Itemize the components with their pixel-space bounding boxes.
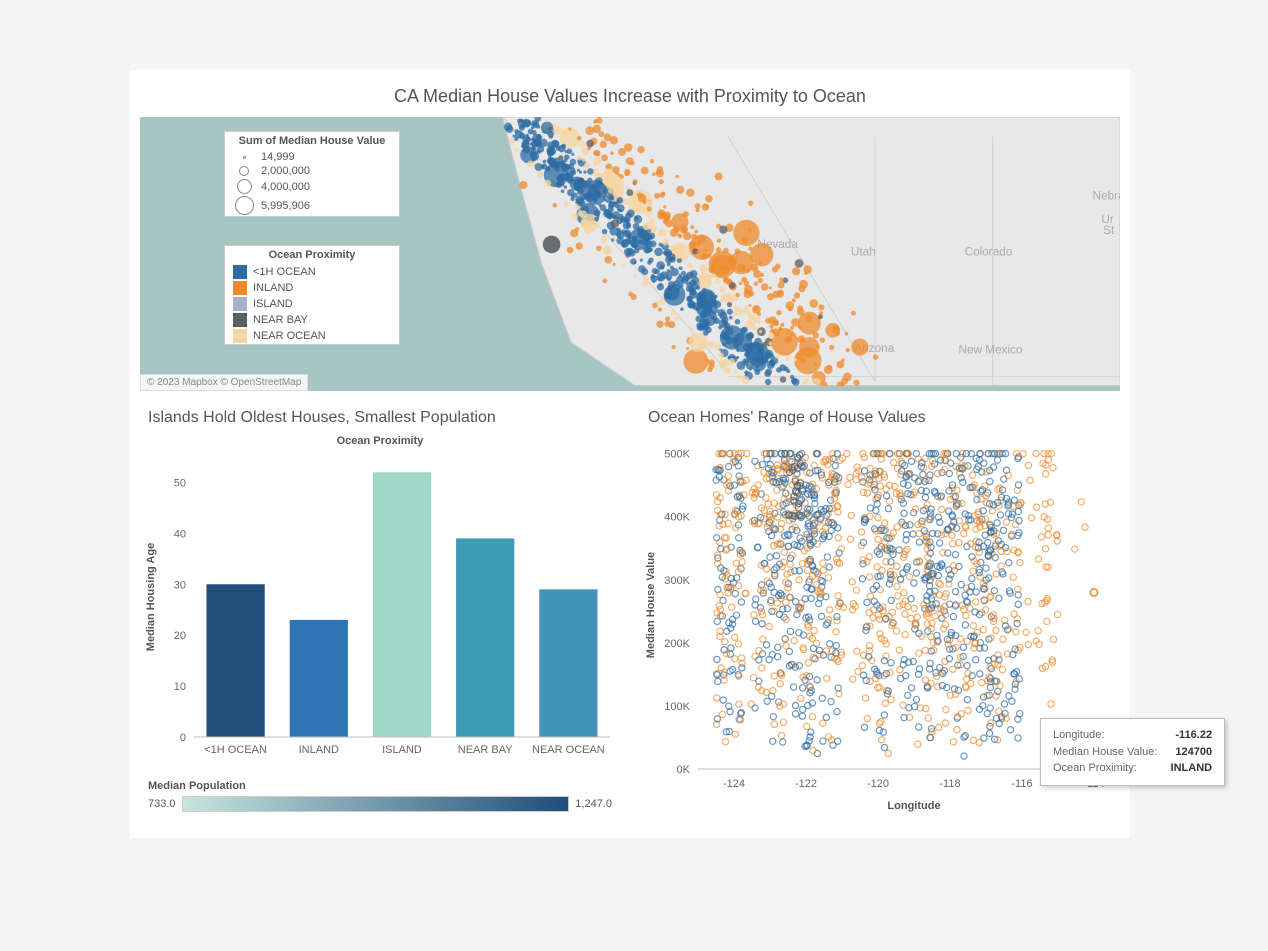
svg-text:300K: 300K <box>664 575 690 587</box>
svg-text:Median Housing Age: Median Housing Age <box>145 543 157 651</box>
svg-text:500K: 500K <box>664 449 690 461</box>
dashboard-title: CA Median House Values Increase with Pro… <box>140 80 1120 117</box>
svg-text:0: 0 <box>180 732 186 744</box>
svg-text:Colorado: Colorado <box>965 245 1013 258</box>
svg-text:NEAR BAY: NEAR BAY <box>458 744 513 756</box>
scatter-title: Ocean Homes' Range of House Values <box>640 405 1140 435</box>
svg-text:-124: -124 <box>723 778 745 790</box>
bar-chart-title: Islands Hold Oldest Houses, Smallest Pop… <box>140 405 620 435</box>
color-legend-row[interactable]: NEAR OCEAN <box>225 328 399 344</box>
tooltip-row: Ocean Proximity:INLAND <box>1053 760 1212 777</box>
bar-chart-subhead: Ocean Proximity <box>140 435 620 447</box>
map-attribution: © 2023 Mapbox © OpenStreetMap <box>140 374 308 391</box>
svg-text:200K: 200K <box>664 638 690 650</box>
pop-legend-title: Median Population <box>148 780 612 792</box>
color-legend-row[interactable]: INLAND <box>225 280 399 296</box>
svg-text:NEAR OCEAN: NEAR OCEAN <box>532 744 605 756</box>
bar-chart-panel: Islands Hold Oldest Houses, Smallest Pop… <box>140 405 620 818</box>
svg-text:400K: 400K <box>664 512 690 524</box>
color-legend-row[interactable]: NEAR BAY <box>225 312 399 328</box>
population-legend: Median Population 733.0 1,247.0 <box>140 780 620 812</box>
color-legend-row[interactable]: ISLAND <box>225 296 399 312</box>
pop-legend-max: 1,247.0 <box>575 798 612 810</box>
tooltip-row: Longitude:-116.22 <box>1053 727 1212 744</box>
size-legend-row: 5,995,906 <box>225 195 399 216</box>
size-legend-title: Sum of Median House Value <box>225 132 399 150</box>
map-panel[interactable]: NevadaUtahColoradoArizonaNew MexicoNebra… <box>140 117 1120 391</box>
svg-text:ISLAND: ISLAND <box>382 744 422 756</box>
svg-text:Nebras: Nebras <box>1093 190 1120 203</box>
svg-text:-118: -118 <box>939 778 960 790</box>
svg-text:Longitude: Longitude <box>887 800 940 812</box>
svg-text:<1H OCEAN: <1H OCEAN <box>204 744 267 756</box>
svg-text:30: 30 <box>174 579 186 591</box>
svg-text:Median House Value: Median House Value <box>645 552 657 658</box>
svg-text:INLAND: INLAND <box>299 744 339 756</box>
size-legend-row: 4,000,000 <box>225 178 399 195</box>
color-legend[interactable]: Ocean Proximity <1H OCEANINLANDISLANDNEA… <box>224 245 400 345</box>
svg-text:20: 20 <box>174 630 186 642</box>
color-legend-title: Ocean Proximity <box>225 246 399 264</box>
svg-text:40: 40 <box>174 528 186 540</box>
svg-text:New Mexico: New Mexico <box>958 343 1022 356</box>
size-legend-row: 2,000,000 <box>225 164 399 178</box>
svg-text:Utah: Utah <box>851 245 876 258</box>
svg-text:50: 50 <box>174 477 186 489</box>
tooltip-row: Median House Value:124700 <box>1053 744 1212 761</box>
svg-text:0K: 0K <box>677 764 691 776</box>
svg-text:-122: -122 <box>795 778 817 790</box>
tooltip: Longitude:-116.22Median House Value:1247… <box>1040 718 1225 786</box>
pop-legend-gradient <box>182 796 570 812</box>
svg-text:10: 10 <box>174 681 186 693</box>
svg-text:St: St <box>1103 224 1115 237</box>
dashboard: CA Median House Values Increase with Pro… <box>130 70 1130 838</box>
size-legend: Sum of Median House Value 14,9992,000,00… <box>224 131 400 217</box>
size-legend-row: 14,999 <box>225 150 399 164</box>
bar-chart-svg[interactable]: Median Housing Age 0 10 20 30 40 50 <1H OCEAN IN… <box>140 447 620 767</box>
svg-text:100K: 100K <box>664 701 690 713</box>
svg-text:-116: -116 <box>1011 778 1032 790</box>
pop-legend-min: 733.0 <box>148 798 176 810</box>
svg-text:-120: -120 <box>867 778 889 790</box>
color-legend-row[interactable]: <1H OCEAN <box>225 264 399 280</box>
